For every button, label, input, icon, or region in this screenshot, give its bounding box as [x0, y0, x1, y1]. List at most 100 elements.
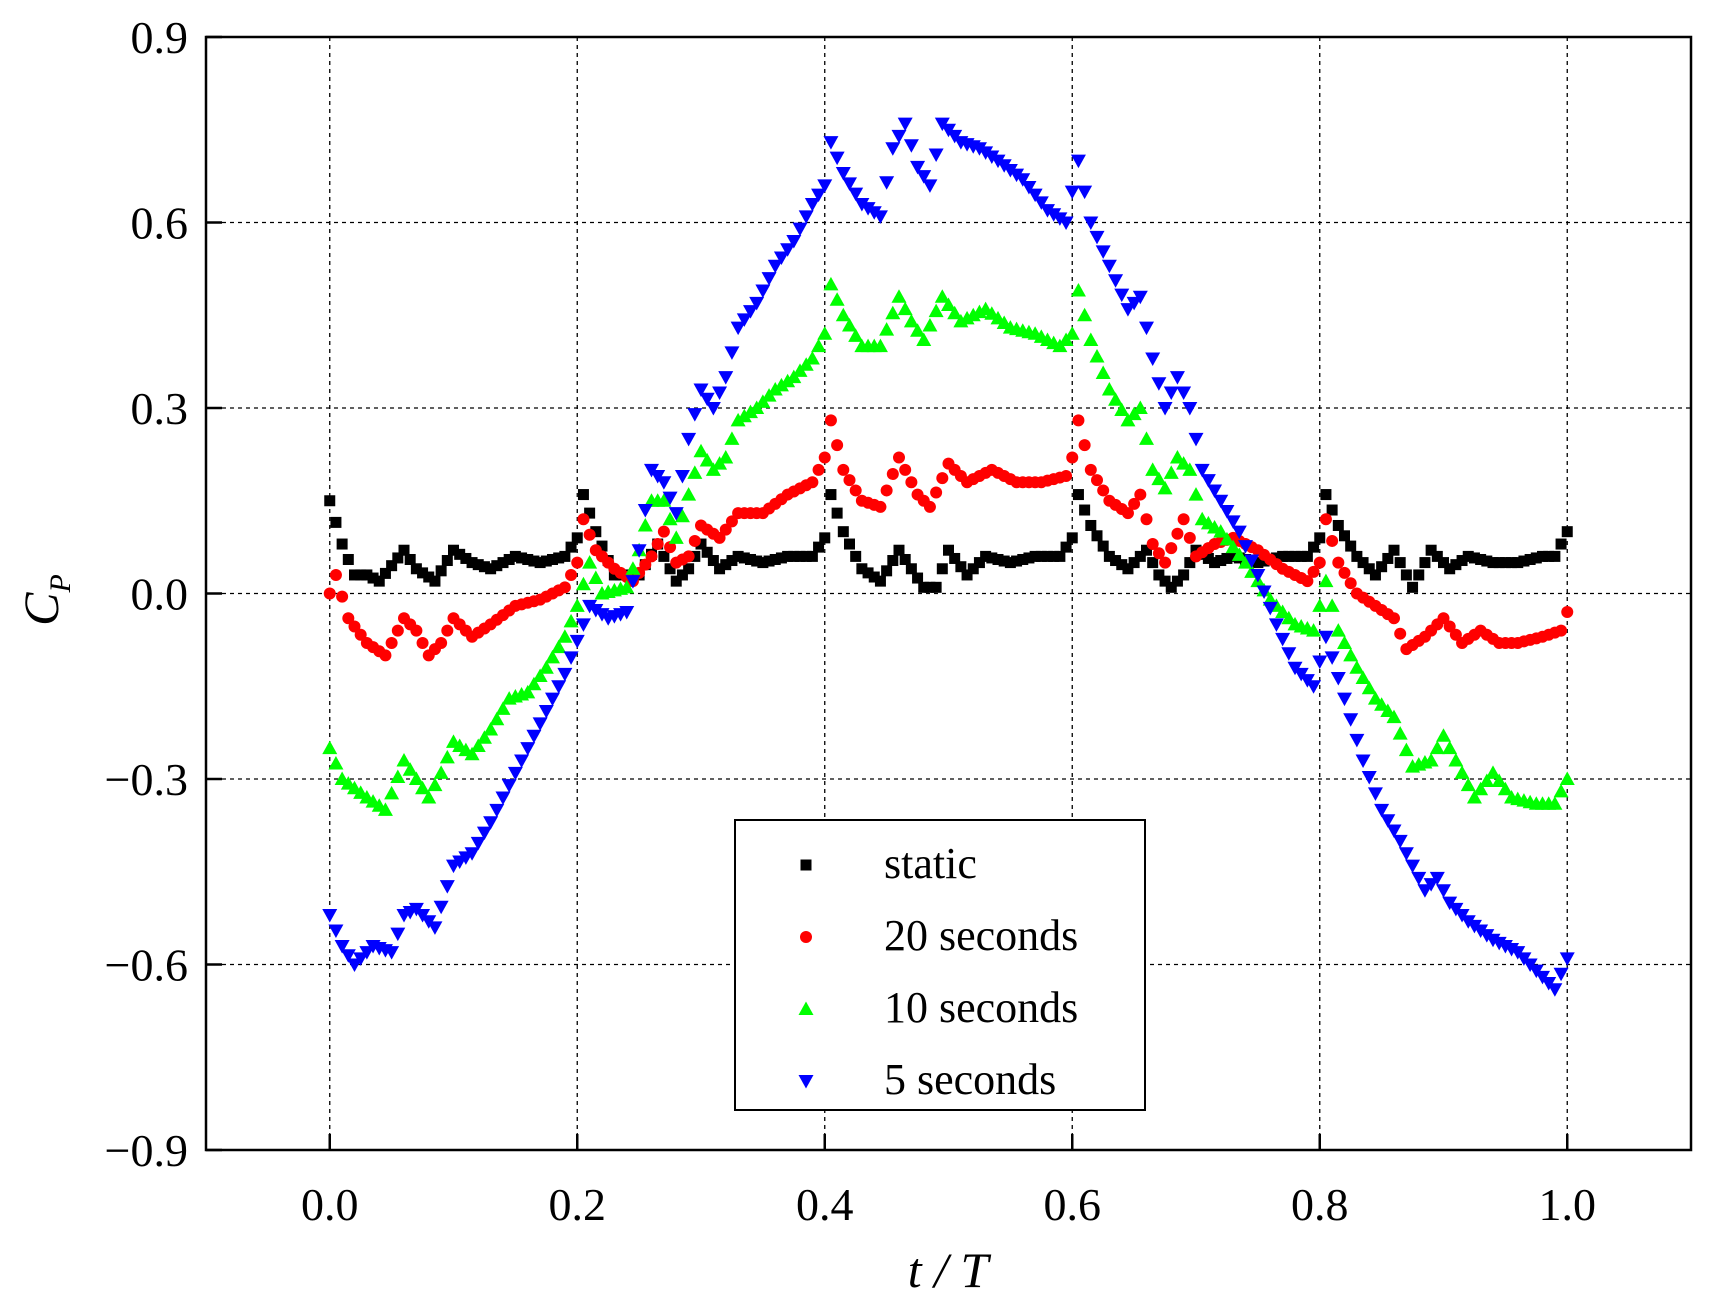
- data-point-10-seconds: [922, 318, 938, 332]
- data-point-5-seconds: [328, 924, 344, 938]
- data-point-static: [862, 567, 874, 579]
- data-point-static: [404, 553, 416, 565]
- data-point-static: [1252, 557, 1264, 569]
- data-point-20-seconds: [1344, 577, 1357, 590]
- data-point-static: [373, 575, 385, 587]
- data-point-5-seconds: [928, 148, 944, 162]
- data-point-10-seconds: [1553, 783, 1569, 798]
- data-point-10-seconds: [1157, 480, 1173, 495]
- data-point-static: [1301, 550, 1313, 562]
- data-point-10-seconds: [718, 449, 734, 464]
- data-point-static: [967, 563, 979, 575]
- legend-symbol-20-seconds: [800, 931, 812, 943]
- data-point-5-seconds: [922, 179, 938, 193]
- data-point-20-seconds: [874, 500, 887, 513]
- data-point-10-seconds: [625, 561, 641, 575]
- data-point-static: [1184, 557, 1196, 569]
- data-point-20-seconds: [824, 414, 837, 427]
- legend-item-5-seconds: 5 seconds: [798, 1055, 1056, 1104]
- data-point-10-seconds: [1374, 697, 1390, 711]
- data-point-static: [1512, 557, 1524, 569]
- data-point-20-seconds: [1072, 414, 1085, 427]
- data-point-static: [936, 563, 948, 575]
- data-point-10-seconds: [1114, 402, 1130, 417]
- data-point-10-seconds: [1367, 691, 1383, 705]
- data-point-static: [1091, 530, 1103, 542]
- data-point-5-seconds: [427, 921, 443, 935]
- data-point-static: [1493, 557, 1505, 569]
- data-point-20-seconds: [379, 649, 392, 662]
- data-point-20-seconds: [725, 515, 738, 528]
- data-point-10-seconds: [1182, 462, 1198, 476]
- y-axis-title-sub: P: [44, 574, 77, 593]
- data-point-20-seconds: [354, 628, 367, 641]
- data-point-5-seconds: [767, 259, 783, 274]
- data-point-5-seconds: [860, 202, 876, 216]
- data-point-5-seconds: [340, 949, 356, 963]
- data-point-static: [918, 581, 930, 593]
- data-point-10-seconds: [1485, 765, 1501, 779]
- data-point-5-seconds: [433, 900, 449, 915]
- data-point-static: [336, 538, 348, 550]
- data-point-5-seconds: [891, 129, 907, 144]
- data-point-20-seconds: [1437, 612, 1450, 625]
- data-point-10-seconds: [328, 756, 344, 770]
- data-point-static: [850, 550, 862, 562]
- data-point-10-seconds: [736, 408, 752, 423]
- data-point-20-seconds: [1146, 538, 1159, 551]
- data-point-10-seconds: [1392, 726, 1408, 740]
- data-point-20-seconds: [565, 568, 578, 581]
- data-point-static: [361, 569, 373, 581]
- legend-marker-10-seconds: [798, 1001, 814, 1015]
- data-point-5-seconds: [817, 179, 833, 193]
- data-point-10-seconds: [1361, 680, 1377, 695]
- data-point-5-seconds: [978, 146, 994, 160]
- data-point-10-seconds: [427, 777, 443, 792]
- data-point-10-seconds: [668, 530, 684, 544]
- data-point-20-seconds: [571, 556, 584, 569]
- data-point-10-seconds: [1547, 796, 1563, 810]
- data-point-5-seconds: [1145, 352, 1161, 367]
- data-point-static: [992, 553, 1004, 565]
- series-20-seconds: [323, 414, 1574, 662]
- data-point-5-seconds: [1027, 188, 1043, 203]
- data-point-5-seconds: [359, 946, 375, 960]
- data-point-static: [1159, 575, 1171, 587]
- data-point-static: [1413, 569, 1425, 581]
- data-point-10-seconds: [1281, 610, 1297, 625]
- data-point-static: [1289, 550, 1301, 562]
- series-5-seconds: [322, 117, 1575, 997]
- data-point-static: [998, 555, 1010, 567]
- legend: static 20 seconds 10 seconds 5 seconds: [734, 819, 1146, 1111]
- data-point-20-seconds: [1555, 624, 1568, 637]
- data-point-static: [887, 555, 899, 567]
- data-point-5-seconds: [334, 939, 350, 954]
- data-point-20-seconds: [1561, 606, 1574, 619]
- data-point-5-seconds: [1306, 680, 1322, 694]
- data-point-20-seconds: [385, 636, 398, 649]
- data-point-20-seconds: [1326, 534, 1339, 547]
- data-point-20-seconds: [1301, 575, 1314, 588]
- data-point-static: [726, 555, 738, 567]
- data-point-20-seconds: [410, 624, 423, 637]
- data-point-static: [1178, 569, 1190, 581]
- data-point-static: [658, 550, 670, 562]
- data-point-static: [1444, 563, 1456, 575]
- data-point-5-seconds: [755, 284, 771, 299]
- data-point-10-seconds: [1349, 660, 1365, 674]
- data-point-20-seconds: [1134, 488, 1147, 501]
- data-point-5-seconds: [885, 142, 901, 156]
- data-point-10-seconds: [1460, 777, 1476, 792]
- data-point-20-seconds: [936, 472, 949, 485]
- data-point-5-seconds: [1083, 216, 1099, 230]
- data-point-5-seconds: [551, 680, 567, 694]
- data-point-5-seconds: [1169, 371, 1185, 385]
- data-point-5-seconds: [761, 272, 777, 286]
- data-point-20-seconds: [688, 534, 701, 547]
- data-point-static: [1017, 553, 1029, 565]
- data-point-10-seconds: [1386, 709, 1402, 724]
- data-point-static: [596, 540, 608, 552]
- data-point-static: [831, 507, 843, 519]
- data-point-static: [590, 526, 602, 538]
- data-point-5-seconds: [823, 136, 839, 150]
